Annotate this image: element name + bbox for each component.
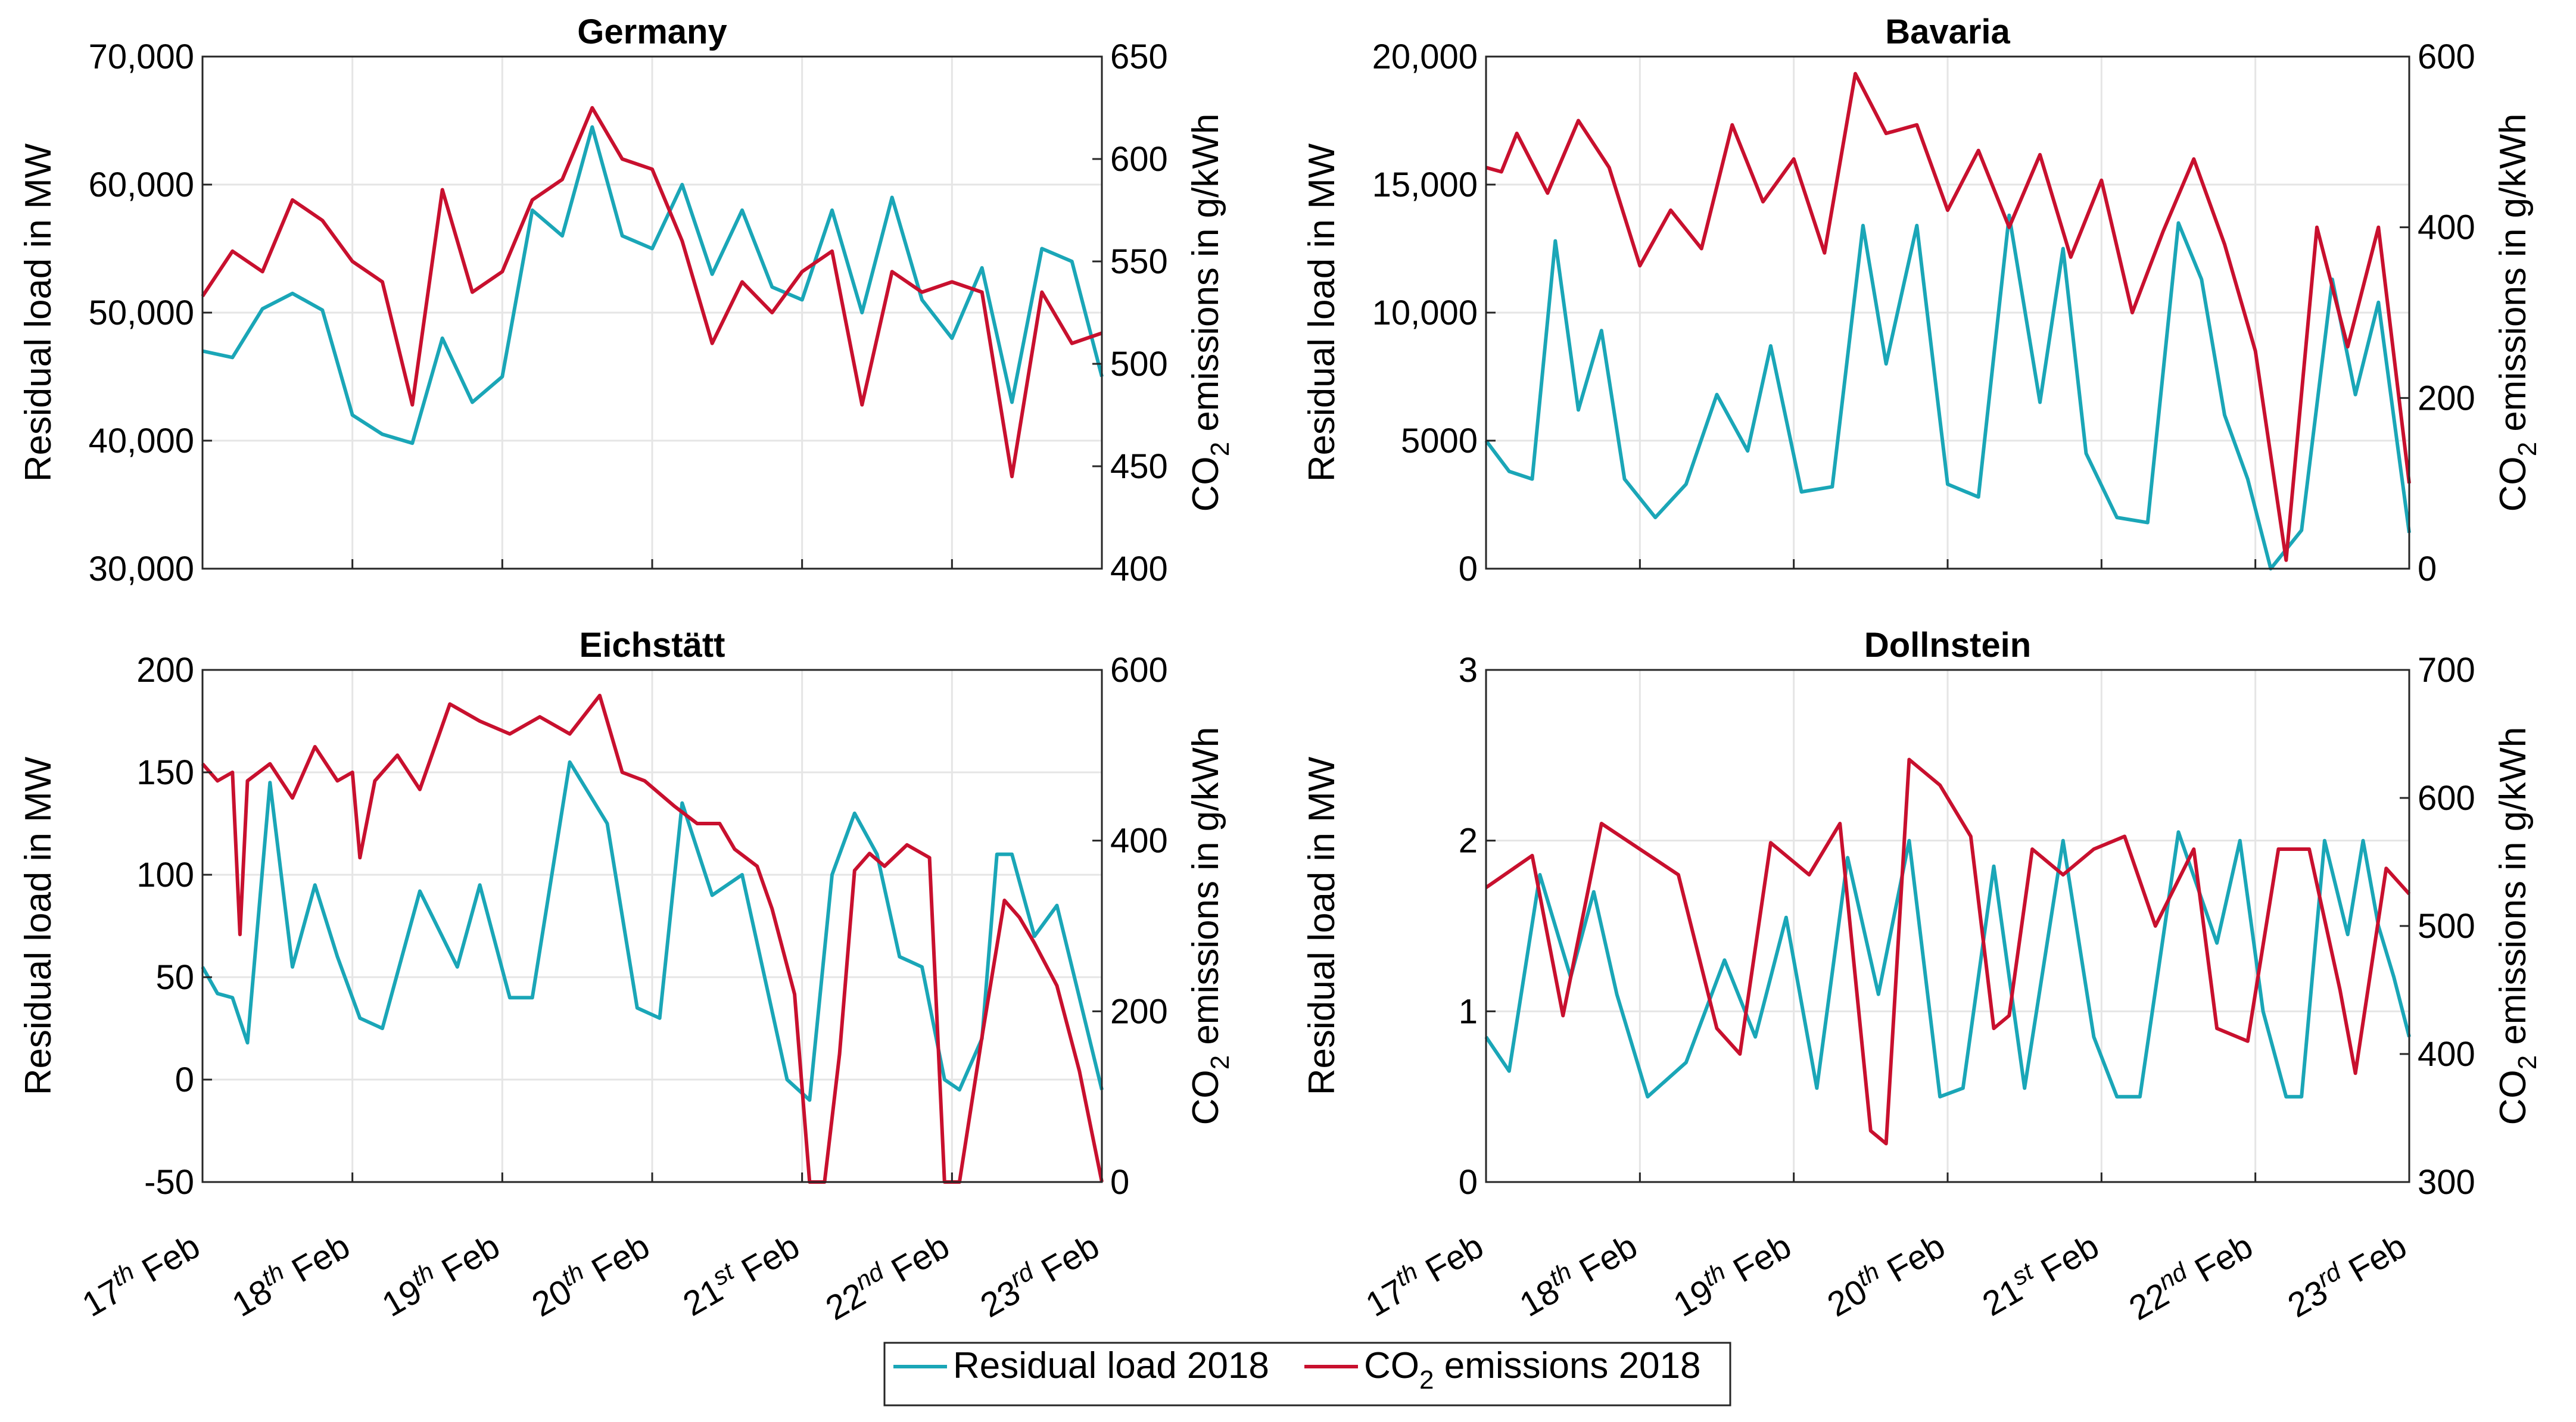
y-tick-label: 5000 xyxy=(1401,422,1478,460)
y-tick-label: 0 xyxy=(1459,550,1478,588)
y2-tick-label: 700 xyxy=(2418,651,2475,690)
y2-tick-label: 400 xyxy=(1110,822,1168,860)
subplots-group: 30,00040,00050,00060,00070,0004004505005… xyxy=(18,13,2542,1328)
y-tick-label: 50 xyxy=(155,958,194,997)
legend-co2-label: CO2 emissions 2018 xyxy=(1364,1345,1701,1395)
y-tick-label: 20,000 xyxy=(1372,38,1478,76)
y2-tick-label: 600 xyxy=(1110,140,1168,179)
subplot-bavaria: 0 5000 10,000 15,000 20,000 0 200 400 600 Bavaria… xyxy=(1301,13,2542,588)
x-tick-label: 20th Feb xyxy=(1818,1223,1951,1324)
y-axis-label: Residual load in MW xyxy=(18,143,59,482)
legend-box xyxy=(883,1342,1731,1407)
x-tick-label: 18th Feb xyxy=(1511,1223,1644,1324)
co2-emissions-line xyxy=(201,106,1102,479)
co2-emissions-line xyxy=(1485,757,2411,1146)
y2-axis-label: CO2 emissions in g/kWh xyxy=(1185,727,1235,1125)
y-axis-label: Residual load in MW xyxy=(18,756,59,1095)
y-tick-label: 2 xyxy=(1459,822,1478,860)
y-tick-label: 100 xyxy=(136,856,194,894)
y2-tick-label: 200 xyxy=(2418,379,2475,417)
x-tick-label: 22nd Feb xyxy=(817,1223,955,1328)
subplot-title: Eichstätt xyxy=(580,626,725,665)
y-tick-label: 70,000 xyxy=(89,38,194,76)
x-tick-label: 18th Feb xyxy=(223,1223,356,1324)
y2-tick-label: 600 xyxy=(2418,779,2475,818)
x-tick-label: 19th Feb xyxy=(1665,1223,1798,1324)
y2-tick-label: 600 xyxy=(1110,651,1168,690)
x-tick-label: 21st Feb xyxy=(1974,1223,2105,1324)
y-tick-label: 15,000 xyxy=(1372,166,1478,204)
y2-tick-label: 450 xyxy=(1110,447,1168,486)
y2-tick-label: 400 xyxy=(2418,208,2475,247)
residual-load-line xyxy=(201,760,1104,1102)
y2-tick-label: 0 xyxy=(1110,1163,1129,1202)
y2-tick-label: 500 xyxy=(1110,345,1168,383)
x-tick-label: 19th Feb xyxy=(373,1223,506,1324)
y-axis-label: Residual load in MW xyxy=(1301,143,1342,482)
legend-residual-label: Residual load 2018 xyxy=(953,1345,1269,1386)
y-tick-label: 0 xyxy=(175,1061,194,1099)
subplot-title: Germany xyxy=(577,13,727,51)
x-tick-label: 23rd Feb xyxy=(2279,1223,2413,1325)
y2-tick-label: 400 xyxy=(2418,1035,2475,1074)
legend: Residual load 2018 CO2 emissions 2018 xyxy=(883,1342,1731,1407)
co2-emissions-line xyxy=(1485,71,2411,562)
x-tick-label: 21st Feb xyxy=(674,1223,806,1324)
y-tick-label: 1 xyxy=(1459,992,1478,1031)
y-tick-label: 3 xyxy=(1459,651,1478,690)
x-tick-label: 22nd Feb xyxy=(2120,1223,2259,1328)
y-tick-label: 30,000 xyxy=(89,550,194,588)
y2-tick-label: 600 xyxy=(2418,38,2475,76)
x-tick-label: 17th Feb xyxy=(73,1223,206,1324)
residual-load-line xyxy=(202,125,1104,445)
y2-tick-label: 400 xyxy=(1110,550,1168,588)
y-axis-label: Residual load in MW xyxy=(1301,756,1342,1095)
y2-tick-label: 300 xyxy=(2418,1163,2475,1202)
y2-axis-label: CO2 emissions in g/kWh xyxy=(2493,114,2542,512)
y-tick-label: 60,000 xyxy=(89,166,194,204)
y-tick-label: 10,000 xyxy=(1372,294,1478,332)
y2-tick-label: 200 xyxy=(1110,992,1168,1031)
y-tick-label: 50,000 xyxy=(89,294,194,332)
x-tick-label: 23rd Feb xyxy=(971,1223,1105,1325)
y2-axis-label: CO2 emissions in g/kWh xyxy=(2493,727,2542,1125)
y-tick-label: 200 xyxy=(136,651,194,690)
x-tick-label: 20th Feb xyxy=(523,1223,656,1324)
subplot-germany: 30,000 40,000 50,000 60,000 70,000 400 450 500 5… xyxy=(18,13,1235,588)
y-tick-label: 150 xyxy=(136,753,194,792)
y2-tick-label: 500 xyxy=(2418,907,2475,946)
x-tick-label: 17th Feb xyxy=(1357,1223,1490,1324)
y2-tick-label: 550 xyxy=(1110,242,1168,281)
y2-tick-label: 0 xyxy=(2418,550,2437,588)
residual-load-line xyxy=(1484,213,2411,570)
residual-load-line xyxy=(1484,830,2411,1099)
y-tick-label: 0 xyxy=(1459,1163,1478,1202)
y-tick-label: 40,000 xyxy=(89,422,194,460)
y2-tick-label: 650 xyxy=(1110,38,1168,76)
y-tick-label: -50 xyxy=(144,1163,194,1202)
subplot-title: Bavaria xyxy=(1885,13,2010,51)
subplot-title: Dollnstein xyxy=(1864,626,2031,665)
y2-axis-label: CO2 emissions in g/kWh xyxy=(1185,114,1235,512)
